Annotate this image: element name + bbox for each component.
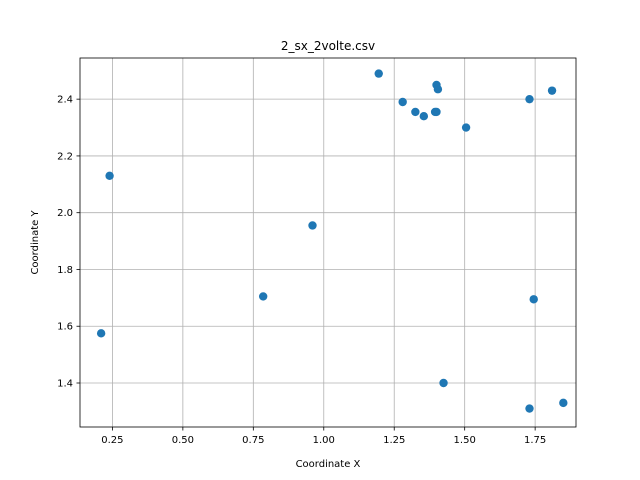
x-tick-label: 1.00 [313,435,335,446]
y-tick-label: 2.0 [57,208,73,219]
axis-ticks: 0.25 0.50 0.75 1.00 1.25 1.50 1.75 1.4 1.6 1.8 2.0… [57,95,546,446]
grid [80,58,576,427]
data-point [105,171,114,180]
data-point [308,221,317,230]
data-point [461,123,471,132]
data-point [559,398,568,408]
x-tick-label: 0.25 [101,435,123,446]
x-tick-label: 1.25 [383,435,405,446]
x-tick-label: 0.50 [172,435,194,446]
y-tick-label: 1.4 [57,379,73,390]
data-point [529,295,538,304]
y-axis-label: Coordinate Y [30,210,41,275]
data-point [547,86,557,95]
plot-frame [79,57,577,428]
y-tick-label: 1.6 [57,322,73,333]
x-tick-label: 0.75 [242,435,264,446]
data-point [432,107,441,117]
data-point [411,107,420,117]
data-point [439,378,448,388]
y-tick-label: 2.2 [57,151,73,162]
data-point [374,69,383,78]
data-point [525,94,534,104]
data-point [398,97,407,107]
x-tick-label: 1.75 [524,435,546,446]
data-point [525,404,534,413]
data-point [258,292,268,301]
x-axis-label: Coordinate X [296,459,361,470]
y-tick-label: 2.4 [57,95,73,106]
y-tick-label: 1.8 [57,265,73,276]
data-point [419,111,429,121]
data-point [433,85,443,94]
data-points [96,69,568,413]
x-tick-label: 1.50 [454,435,476,446]
chart-title: 2_sx_2volte.csv [281,39,375,53]
data-point [96,329,106,338]
